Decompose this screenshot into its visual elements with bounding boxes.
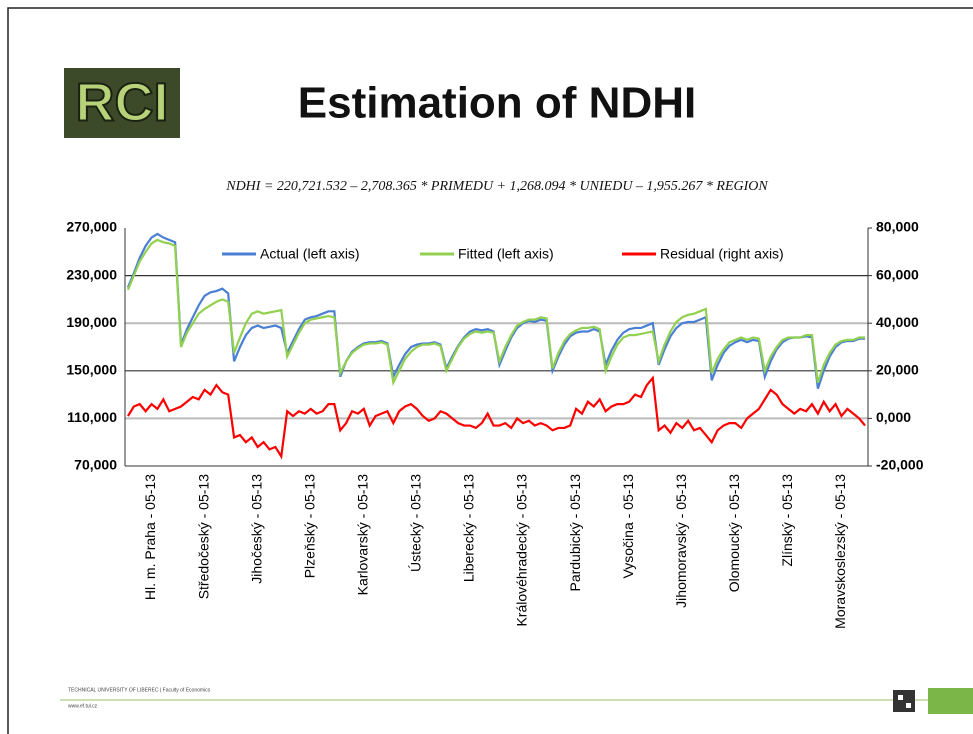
logo-text: RCI	[76, 72, 169, 132]
x-tick-label: Liberecký - 05-13	[461, 474, 477, 582]
x-tick-label: Vysočina - 05-13	[620, 474, 636, 579]
y-tick-label: 150,000	[66, 362, 117, 378]
x-tick-label: Olomoucký - 05-13	[726, 474, 742, 592]
legend-label: Residual (right axis)	[660, 246, 784, 262]
y-tick-label: 110,000	[67, 409, 117, 425]
y2-tick-label: 0,000	[876, 409, 911, 425]
y2-tick-label: 40,000	[876, 314, 919, 330]
series-line	[126, 238, 866, 387]
x-tick-label: Karlovarský - 05-13	[355, 474, 371, 596]
legend-label: Actual (left axis)	[260, 246, 360, 262]
x-tick-label: Královéhradecký - 05-13	[514, 474, 530, 627]
footer-icon-cell	[898, 695, 903, 700]
y2-tick-label: 20,000	[876, 362, 919, 378]
y2-tick-label: -20,000	[876, 457, 924, 473]
y2-tick-label: 80,000	[876, 219, 919, 235]
x-tick-label: Pardubický - 05-13	[567, 474, 583, 592]
x-tick-label: Středočeský - 05-13	[195, 474, 211, 599]
legend-label: Fitted (left axis)	[458, 246, 554, 262]
footer-bar	[928, 688, 973, 714]
x-tick-label: Hl. m. Praha - 05-13	[142, 474, 158, 600]
y-tick-label: 190,000	[66, 314, 117, 330]
footer-text: TECHNICAL UNIVERSITY OF LIBEREC | Facult…	[68, 687, 211, 693]
footer-url: www.ef.tul.cz	[68, 703, 98, 709]
chart: 70,000 110,000 150,000 190,000 230,000 270,00…	[66, 219, 923, 629]
x-tick-label: Zlínský - 05-13	[779, 474, 795, 567]
logo-box	[64, 68, 180, 138]
y-tick-label: 230,000	[66, 266, 117, 282]
y2-tick-label: 60,000	[876, 266, 919, 282]
y-tick-label: 270,000	[66, 219, 117, 235]
y-tick-label: 70,000	[74, 457, 117, 473]
x-tick-label: Jihomoravský - 05-13	[673, 474, 689, 608]
x-tick-label: Plzeňský - 05-13	[301, 474, 317, 578]
x-tick-label: Moravskoslezský - 05-13	[832, 474, 848, 629]
x-tick-label: Ústecký - 05-13	[408, 474, 424, 572]
footer-icon-cell	[906, 703, 911, 708]
series-line	[127, 375, 866, 460]
equation: NDHI = 220,721.532 – 2,708.365 * PRIMEDU…	[225, 179, 768, 194]
footer-icon	[893, 690, 915, 712]
slide-title: Estimation of NDHI	[298, 79, 696, 128]
x-tick-label: Jihočeský - 05-13	[248, 474, 264, 584]
